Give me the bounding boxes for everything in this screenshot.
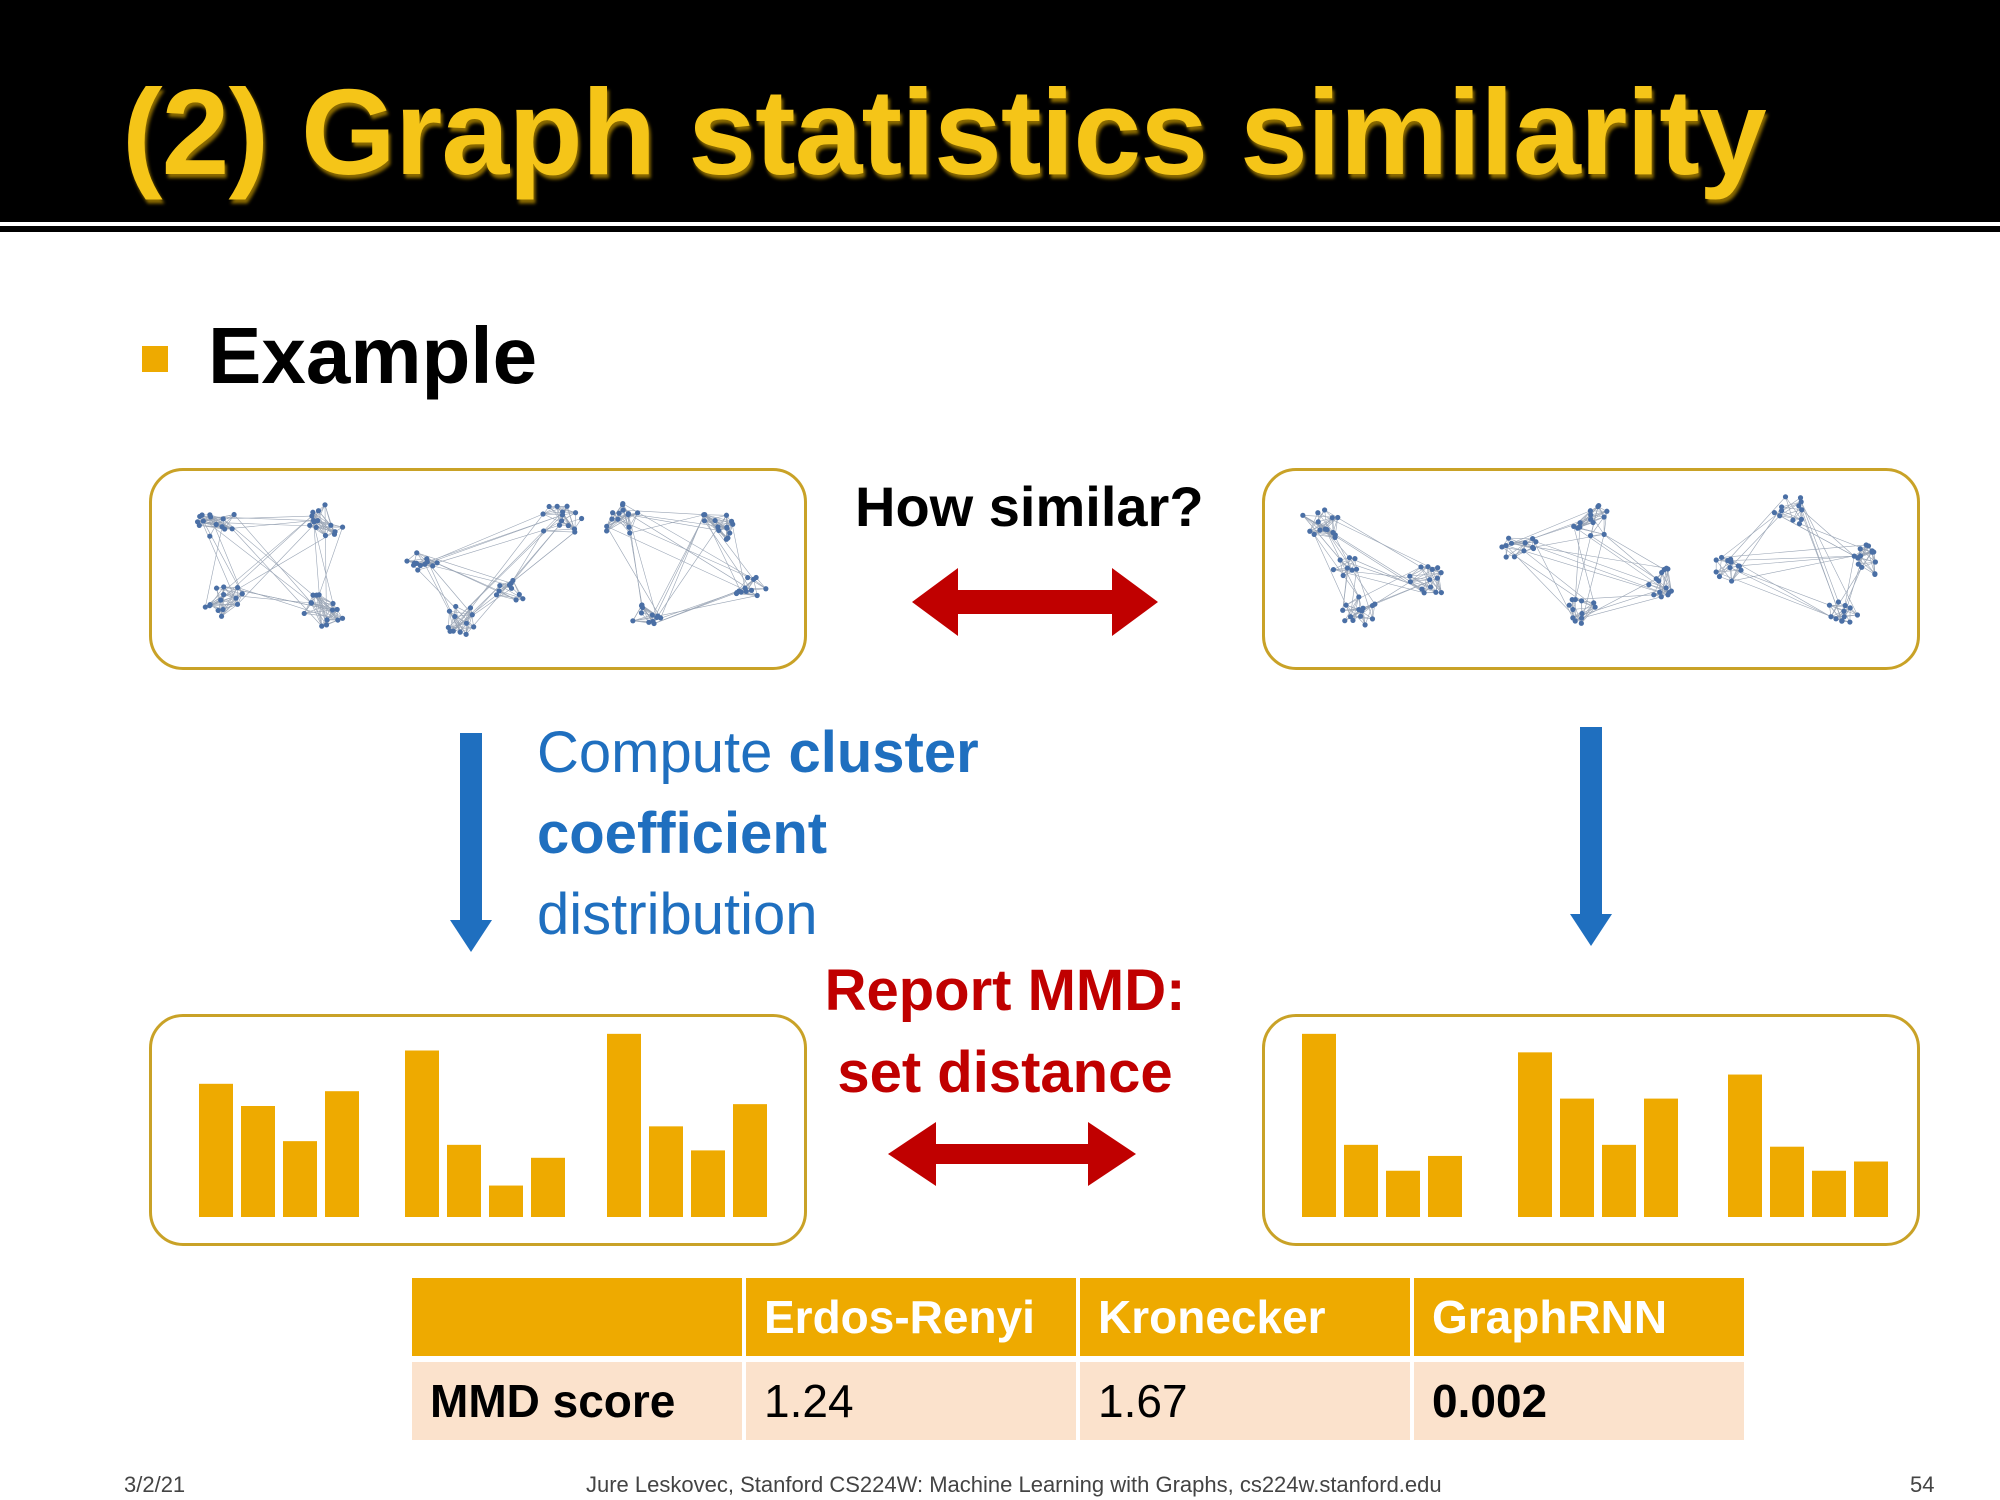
histogram-bar: [1302, 1033, 1336, 1217]
histogram-bar: [405, 1050, 439, 1217]
table-row-label: MMD score: [412, 1356, 742, 1440]
histogram-bar: [1770, 1146, 1804, 1217]
histogram-bar: [489, 1185, 523, 1217]
report-mmd-label: Report MMD: set distance: [760, 950, 1250, 1114]
histogram-bar: [1602, 1144, 1636, 1217]
histogram-left-panel: [149, 1014, 807, 1246]
title-bar: [0, 0, 2000, 222]
how-similar-label: How similar?: [855, 475, 1204, 538]
histogram-bar: [1518, 1052, 1552, 1217]
histogram-bar: [1344, 1144, 1378, 1217]
histogram-bar: [199, 1083, 233, 1217]
left-down-arrow-icon: [450, 733, 492, 952]
table-header-cell: [412, 1278, 742, 1356]
table-cell: 1.24: [746, 1356, 1076, 1440]
compute-instruction: Compute cluster coefficient distribution: [537, 712, 1037, 955]
table-cell: 1.67: [1080, 1356, 1410, 1440]
graph-set-right-drawing: [1300, 494, 1879, 628]
table-row: MMD score 1.24 1.67 0.002: [412, 1356, 1744, 1440]
table-header-cell: GraphRNN: [1414, 1278, 1744, 1356]
histogram-right-panel: [1262, 1014, 1920, 1246]
histogram-bar: [1812, 1170, 1846, 1217]
table-header-cell: Erdos-Renyi: [746, 1278, 1076, 1356]
bullet-text: Example: [208, 311, 538, 400]
table-cell-best: 0.002: [1414, 1356, 1744, 1440]
right-down-arrow-icon: [1570, 727, 1612, 946]
graph-set-right-panel: [1262, 468, 1920, 670]
mmd-results-table: Erdos-Renyi Kronecker GraphRNN MMD score…: [408, 1278, 1748, 1440]
histogram-bar: [531, 1157, 565, 1217]
report-line-1: Report MMD:: [824, 958, 1186, 1023]
table-header-row: Erdos-Renyi Kronecker GraphRNN: [412, 1278, 1744, 1356]
histogram-bar: [1644, 1098, 1678, 1217]
histogram-bar: [1386, 1170, 1420, 1217]
compute-prefix: Compute: [537, 720, 789, 785]
histogram-bar: [1428, 1155, 1462, 1217]
footer-credit: Jure Leskovec, Stanford CS224W: Machine …: [586, 1472, 1442, 1497]
histogram-bar: [691, 1150, 725, 1217]
footer-date: 3/2/21: [124, 1472, 186, 1497]
slide-title: (2) Graph statistics similarity: [122, 64, 1767, 200]
histogram-bar: [325, 1091, 359, 1217]
title-divider: [0, 226, 2000, 232]
histogram-bar: [283, 1141, 317, 1217]
histogram-bar: [1560, 1098, 1594, 1217]
compute-bold-cluster: cluster: [788, 720, 979, 785]
compute-bold-coefficient: coefficient: [537, 801, 828, 866]
compute-suffix: distribution: [537, 882, 818, 947]
bottom-double-arrow-icon: [888, 1122, 1136, 1186]
histogram-bar: [447, 1144, 481, 1217]
footer-page-number: 54: [1910, 1472, 1935, 1497]
histogram-bar: [649, 1126, 683, 1217]
histogram-bar: [607, 1033, 641, 1217]
histogram-left-chart: [199, 1033, 767, 1217]
histogram-right-chart: [1302, 1033, 1888, 1217]
graph-set-left-panel: [149, 468, 807, 670]
histogram-bar: [241, 1106, 275, 1217]
histogram-bar: [1728, 1074, 1762, 1217]
report-line-2: set distance: [837, 1040, 1173, 1105]
histogram-bar: [1854, 1161, 1888, 1217]
graph-set-left-drawing: [194, 501, 769, 637]
bullet-square-icon: [142, 346, 168, 372]
top-double-arrow-icon: [912, 568, 1158, 636]
table-header-cell: Kronecker: [1080, 1278, 1410, 1356]
histogram-bar: [733, 1104, 767, 1217]
